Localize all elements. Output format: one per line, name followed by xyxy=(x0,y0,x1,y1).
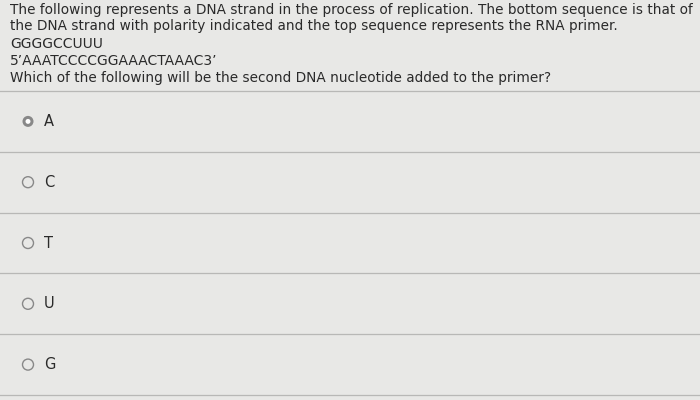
Circle shape xyxy=(25,119,31,124)
Text: C: C xyxy=(44,175,55,190)
Text: 5’AAATCCCCGGAAACTAAAC3’: 5’AAATCCCCGGAAACTAAAC3’ xyxy=(10,54,218,68)
Text: The following represents a DNA strand in the process of replication. The bottom : The following represents a DNA strand in… xyxy=(10,3,693,17)
Text: Which of the following will be the second DNA nucleotide added to the primer?: Which of the following will be the secon… xyxy=(10,71,551,85)
Text: G: G xyxy=(44,357,55,372)
Text: the DNA strand with polarity indicated and the top sequence represents the RNA p: the DNA strand with polarity indicated a… xyxy=(10,19,617,33)
Circle shape xyxy=(22,116,34,127)
Text: A: A xyxy=(44,114,54,129)
Text: GGGGCCUUU: GGGGCCUUU xyxy=(10,37,103,51)
Text: U: U xyxy=(44,296,55,311)
Text: T: T xyxy=(44,236,53,250)
